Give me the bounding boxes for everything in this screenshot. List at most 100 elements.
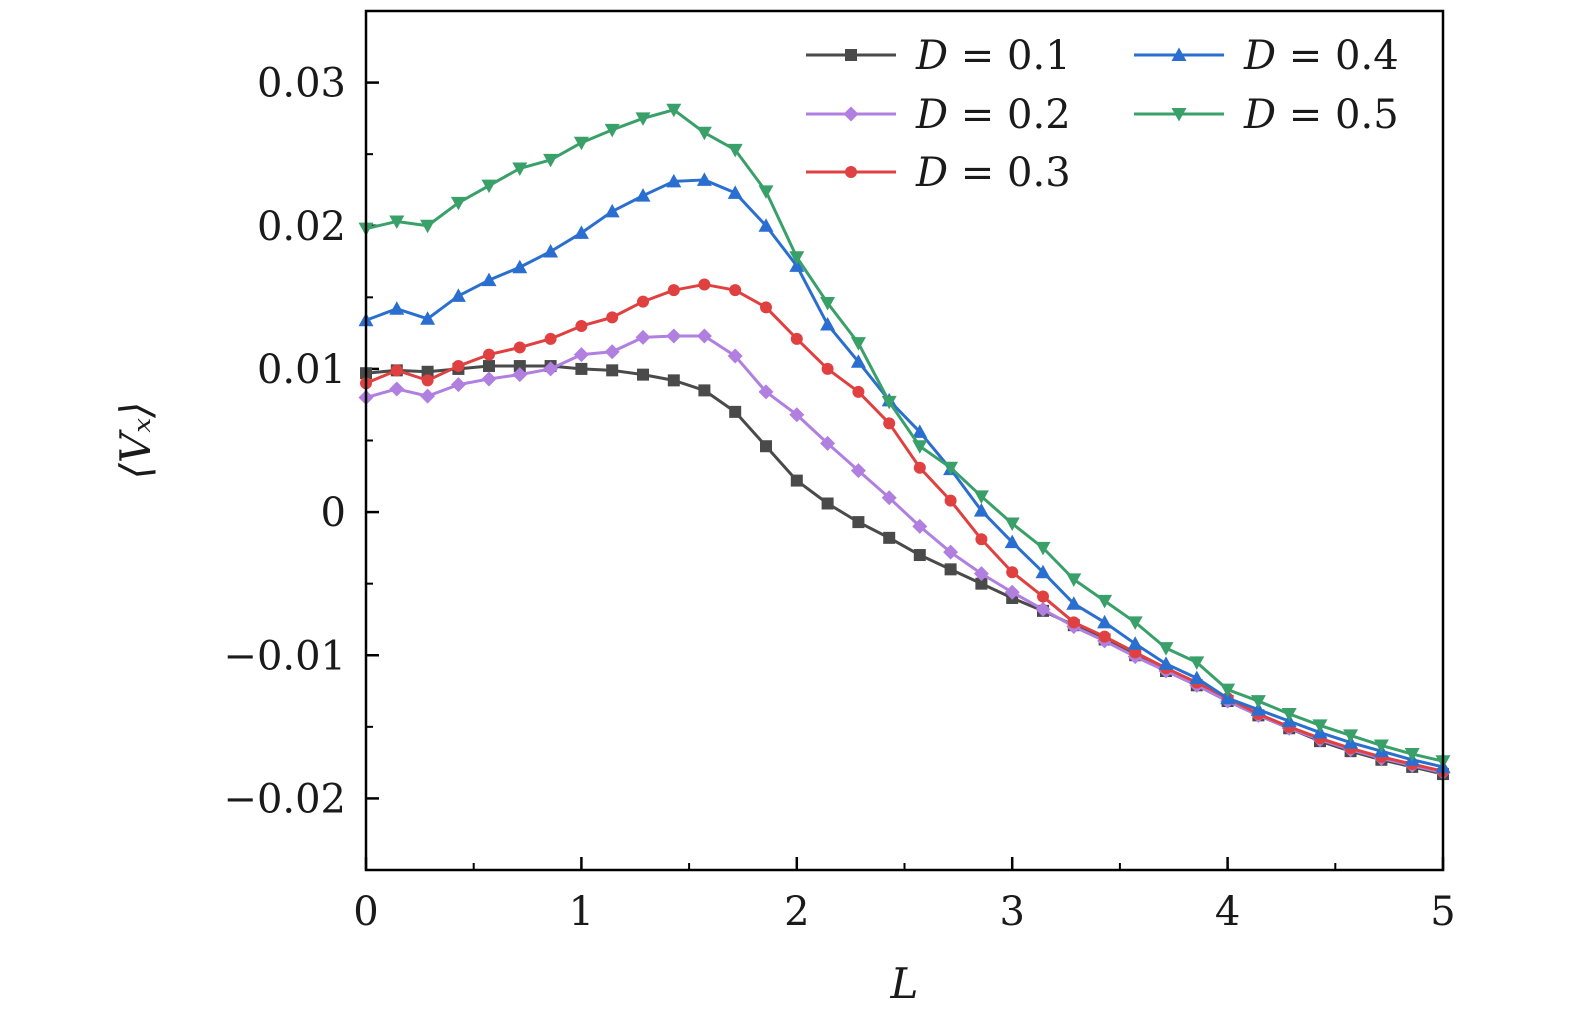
y-tick-label: 0: [321, 490, 346, 536]
data-point: [789, 258, 805, 272]
data-point: [1220, 690, 1236, 705]
data-point: [913, 549, 926, 562]
data-point: [604, 203, 620, 218]
x-tick-label: 4: [1215, 889, 1240, 935]
data-point: [789, 251, 805, 265]
data-point: [512, 367, 528, 383]
data-point: [850, 354, 866, 368]
series-5: [358, 103, 1451, 769]
legend-label: D = 0.3: [915, 150, 1071, 196]
data-point: [1035, 541, 1051, 556]
data-point: [543, 361, 559, 377]
data-point: [975, 533, 988, 546]
legend-marker: [845, 49, 857, 61]
data-point: [420, 219, 436, 234]
data-point: [912, 518, 928, 534]
data-point: [1373, 739, 1389, 753]
series-line: [365, 364, 1444, 776]
data-point: [881, 395, 897, 410]
data-point: [450, 196, 466, 211]
data-point: [575, 319, 588, 332]
data-point: [1158, 656, 1174, 670]
x-tick-label: 3: [999, 889, 1024, 935]
data-point: [1006, 566, 1019, 579]
data-point: [450, 288, 466, 302]
data-point: [1189, 670, 1205, 685]
y-tick-label: −0.01: [223, 633, 346, 679]
data-point: [790, 474, 803, 487]
series-layer: [358, 103, 1451, 781]
legend-marker: [843, 106, 859, 122]
series-line: [365, 282, 1444, 773]
data-point: [852, 516, 865, 529]
data-point: [1037, 590, 1050, 603]
data-point: [1127, 616, 1143, 630]
data-point: [696, 172, 712, 186]
data-point: [666, 328, 682, 344]
legend-label: D = 0.1: [915, 33, 1071, 79]
data-point: [420, 311, 436, 325]
data-point: [573, 225, 589, 239]
data-point: [1250, 702, 1266, 716]
data-point: [450, 377, 466, 393]
data-point: [666, 173, 682, 188]
data-point: [852, 385, 865, 398]
data-point: [973, 566, 989, 582]
data-point: [513, 341, 526, 354]
data-point: [543, 153, 559, 168]
data-point: [635, 112, 651, 126]
data-point: [512, 259, 528, 274]
data-point: [1189, 656, 1205, 670]
data-point: [729, 284, 742, 297]
legend-marker: [845, 166, 857, 178]
data-point: [1067, 616, 1080, 629]
data-point: [1158, 642, 1174, 656]
x-tick-label: 5: [1430, 889, 1455, 935]
data-point: [513, 360, 526, 373]
data-point: [727, 348, 743, 364]
data-point: [1281, 707, 1297, 722]
legend-item: D = 0.4: [1134, 33, 1399, 79]
legend: D = 0.1 D = 0.2 D = 0.3 D = 0.4 D = 0.5: [806, 33, 1399, 196]
data-point: [944, 494, 957, 507]
data-point: [1404, 748, 1420, 762]
data-point: [1127, 636, 1143, 650]
data-point: [975, 577, 988, 590]
data-point: [758, 384, 774, 400]
data-point: [1004, 534, 1020, 549]
data-point: [696, 126, 712, 141]
legend-item: D = 0.3: [806, 150, 1071, 196]
data-point: [1312, 719, 1328, 733]
y-tick-label: −0.02: [223, 776, 346, 822]
data-point: [698, 384, 711, 397]
data-point: [821, 362, 834, 375]
data-point: [635, 329, 651, 345]
data-point: [481, 179, 497, 194]
data-point: [635, 188, 651, 202]
legend-label: D = 0.2: [915, 92, 1071, 138]
data-point: [666, 103, 682, 118]
data-point: [482, 360, 495, 373]
data-point: [389, 215, 405, 229]
data-point: [759, 440, 772, 453]
legend-label: D = 0.4: [1243, 33, 1399, 79]
y-axis: −0.02 −0.01 0 0.01 0.02 0.03: [223, 61, 379, 822]
data-point: [943, 461, 959, 476]
legend-marker: [1171, 47, 1187, 61]
data-point: [573, 136, 589, 151]
data-point: [606, 311, 619, 324]
data-point: [850, 463, 866, 479]
data-point: [1250, 695, 1266, 709]
y-axis-label: ⟨Vₓ⟩: [111, 401, 160, 479]
data-point: [821, 497, 834, 510]
data-point: [1066, 573, 1082, 587]
data-point: [973, 490, 989, 504]
data-point: [1343, 729, 1359, 743]
data-point: [637, 295, 650, 308]
data-point: [1035, 601, 1051, 617]
x-tick-label: 2: [784, 889, 809, 935]
x-axis-label: L: [890, 959, 919, 1008]
data-point: [637, 368, 650, 381]
data-point: [420, 388, 436, 404]
data-point: [1097, 614, 1113, 629]
